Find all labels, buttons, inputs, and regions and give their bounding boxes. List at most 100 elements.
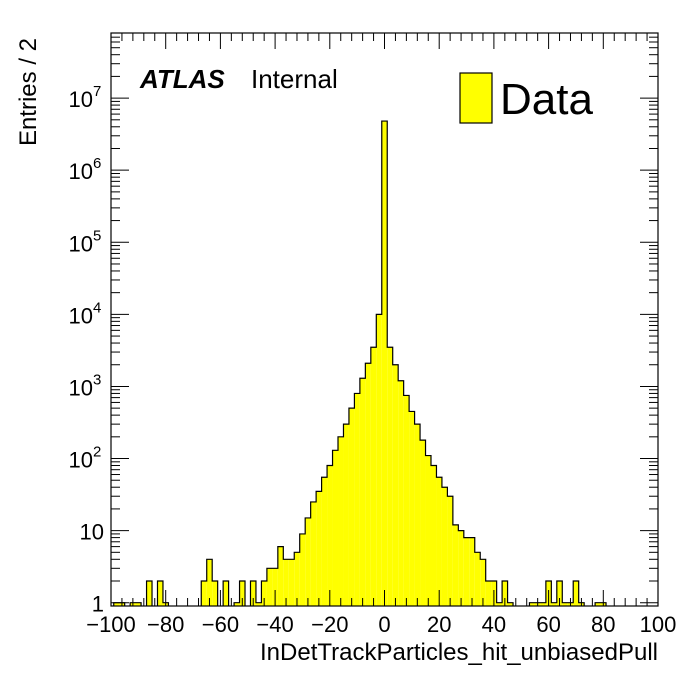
- histogram-bar: [507, 602, 514, 606]
- histogram-bar: [540, 602, 546, 606]
- x-tick-label: −100: [86, 612, 136, 637]
- histogram-bar: [496, 602, 503, 606]
- histogram-bar: [299, 533, 306, 606]
- histogram-bar: [370, 347, 377, 606]
- y-tick-label: 1: [92, 592, 104, 617]
- y-tick-label: 10: [69, 159, 93, 184]
- histogram-bar: [310, 501, 317, 606]
- histogram-bar: [272, 568, 278, 606]
- y-tick-exponent: 2: [93, 444, 101, 461]
- histogram-bar: [474, 552, 481, 606]
- y-tick-label: 10: [80, 520, 104, 545]
- histogram-bar: [294, 552, 300, 606]
- legend-swatch: [459, 72, 493, 124]
- histogram-bar: [458, 530, 464, 606]
- x-tick-label: 0: [378, 612, 390, 637]
- y-tick-exponent: 4: [93, 299, 101, 316]
- x-tick-label: 40: [482, 612, 506, 637]
- histogram-bar: [441, 487, 448, 606]
- legend-label-data: Data: [500, 75, 593, 124]
- histogram-bar: [436, 477, 442, 606]
- histogram-bar: [480, 559, 486, 606]
- histogram-bar: [398, 380, 404, 606]
- x-tick-label: 100: [640, 612, 677, 637]
- histogram-bar: [562, 602, 568, 606]
- y-tick-exponent: 3: [93, 371, 101, 388]
- x-axis-title: InDetTrackParticles_hit_unbiasedPull: [260, 639, 658, 666]
- x-tick-label: −20: [311, 612, 348, 637]
- histogram-bar: [338, 436, 344, 606]
- x-tick-label: 20: [427, 612, 451, 637]
- histogram-bar: [239, 581, 246, 606]
- histogram-bar: [573, 581, 579, 606]
- histogram-bar: [359, 378, 366, 606]
- y-tick-exponent: 5: [93, 227, 101, 244]
- histogram-bar: [354, 393, 360, 606]
- x-tick-label: −40: [256, 612, 293, 637]
- histogram-bar: [595, 602, 601, 606]
- histogram-bar: [288, 559, 295, 606]
- histogram-bar: [387, 347, 393, 606]
- histogram-bar: [113, 602, 120, 606]
- atlas-label: ATLAS: [139, 64, 225, 94]
- histogram-bar: [234, 602, 240, 606]
- y-tick-label: 10: [69, 448, 93, 473]
- histogram-bar: [146, 581, 153, 606]
- histogram-bar: [430, 465, 437, 606]
- histogram-bar: [469, 537, 475, 606]
- y-tick-label: 10: [69, 303, 93, 328]
- histogram-bar: [316, 491, 322, 606]
- histogram-bar: [529, 602, 535, 606]
- histogram-bar: [485, 581, 492, 606]
- histogram-bar: [392, 364, 399, 606]
- internal-label: Internal: [251, 64, 338, 94]
- histogram-bar: [409, 411, 415, 606]
- histogram-bar: [157, 581, 163, 606]
- histogram-bar: [348, 408, 355, 606]
- histogram-bar: [223, 581, 229, 606]
- histogram-bars: [113, 121, 607, 606]
- histogram-bar: [206, 559, 213, 606]
- histogram-bar: [403, 395, 410, 606]
- x-tick-label: −60: [202, 612, 239, 637]
- x-tick-label: −80: [147, 612, 184, 637]
- axis-ticks: [110, 32, 659, 606]
- histogram-bar: [283, 559, 289, 606]
- histogram-bar: [365, 363, 371, 606]
- histogram-bar: [201, 581, 207, 606]
- histogram-bar: [305, 517, 311, 606]
- histogram-bar: [321, 477, 328, 606]
- y-tick-label: 10: [69, 375, 93, 400]
- histogram-bar: [425, 455, 431, 606]
- y-axis-title: Entries / 2: [15, 38, 42, 146]
- x-tick-label: 80: [591, 612, 615, 637]
- histogram-bar: [332, 450, 339, 606]
- histogram-bar: [277, 546, 284, 606]
- histogram-bar: [266, 568, 273, 606]
- histogram-bar: [376, 314, 382, 606]
- x-tick-label: 60: [536, 612, 560, 637]
- histogram-bar: [420, 440, 426, 606]
- histogram-bar: [556, 581, 563, 606]
- y-tick-label: 10: [69, 231, 93, 256]
- histogram-bar: [343, 424, 349, 606]
- histogram-bar: [250, 581, 256, 606]
- histogram-bar: [551, 602, 557, 606]
- histogram-bar: [212, 581, 218, 606]
- histogram-bar: [381, 121, 388, 606]
- histogram-bar: [463, 537, 470, 606]
- histogram-bar: [502, 581, 508, 606]
- histogram-bar: [447, 496, 453, 606]
- histogram-bar: [261, 581, 267, 606]
- y-tick-label: 10: [69, 87, 93, 112]
- histogram-bar: [135, 602, 142, 606]
- y-tick-exponent: 7: [93, 83, 101, 100]
- histogram-bar: [327, 465, 333, 606]
- histogram-bar: [255, 602, 262, 606]
- y-tick-exponent: 6: [93, 155, 101, 172]
- histogram-bar: [414, 424, 421, 606]
- histogram-bar: [452, 524, 459, 606]
